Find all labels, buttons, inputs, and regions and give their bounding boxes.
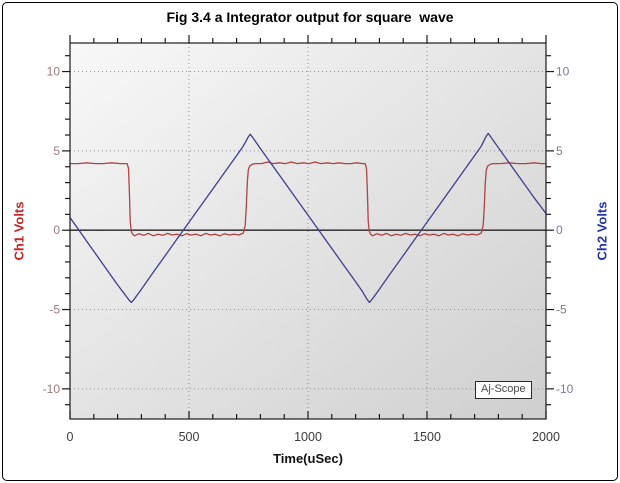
right-tick-label: 10: [556, 65, 570, 79]
right-axis-label: Ch2 Volts: [594, 201, 610, 261]
left-tick-label: -10: [43, 382, 61, 396]
left-axis-label: Ch1 Volts: [11, 201, 27, 261]
right-tick-label: 0: [556, 223, 563, 237]
left-tick-label: 0: [53, 223, 60, 237]
x-tick-label: 0: [67, 430, 74, 444]
left-tick-label: 5: [53, 144, 60, 158]
plot-frame: [69, 42, 547, 420]
right-tick-label: -10: [556, 382, 574, 396]
right-tick-label: -5: [556, 303, 567, 317]
scope-badge: Aj-Scope: [475, 381, 532, 399]
x-tick-label: 1000: [294, 430, 322, 444]
x-tick-label: 1500: [413, 430, 441, 444]
x-axis-label: Time(uSec): [273, 451, 343, 466]
x-tick-label: 2000: [532, 430, 560, 444]
left-tick-label: 10: [47, 65, 61, 79]
ch2-trace: [69, 132, 547, 304]
chart-title: Fig 3.4 a Integrator output for square w…: [166, 9, 454, 25]
left-tick-label: -5: [49, 303, 60, 317]
right-tick-label: 5: [556, 144, 563, 158]
ch1-trace: [69, 161, 547, 237]
x-tick-label: 500: [179, 430, 200, 444]
